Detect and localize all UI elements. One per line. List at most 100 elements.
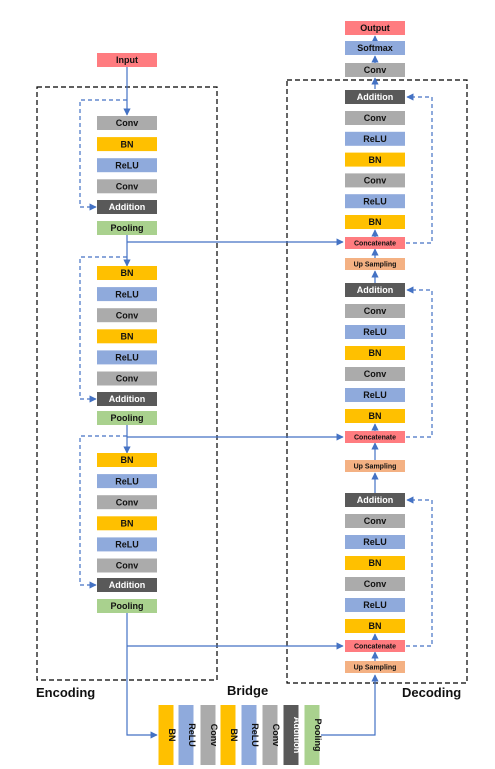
conv-label: Conv (209, 724, 219, 747)
conv-block: Conv (345, 173, 405, 188)
input-block: Input (97, 53, 157, 67)
pooling-block: Pooling (304, 705, 323, 765)
bn-block: BN (97, 329, 157, 344)
concatenate-label: Concatenate (354, 241, 396, 248)
relu-label: ReLU (363, 196, 387, 206)
relu-label: ReLU (363, 390, 387, 400)
bn-label: BN (369, 411, 382, 421)
blocks: Input Conv BN ReLU Conv Addition Pooling BN ReLU… (97, 21, 405, 765)
relu-label: ReLU (363, 327, 387, 337)
conv-label: Conv (116, 561, 139, 571)
relu-label: ReLU (187, 723, 197, 747)
relu-block: ReLU (97, 287, 157, 302)
bn-block: BN (345, 556, 405, 570)
addition-label: Addition (292, 717, 302, 754)
up-sampling-block: Up Sampling (345, 258, 405, 270)
relu-block: ReLU (345, 131, 405, 146)
conv-label: Conv (364, 65, 387, 75)
relu-label: ReLU (250, 723, 260, 747)
encoding-skip-1 (79, 256, 127, 403)
conv-block: Conv (97, 495, 157, 510)
bn-block: BN (97, 266, 157, 280)
relu-block: ReLU (345, 388, 405, 402)
addition-block: Addition (97, 578, 157, 592)
addition-block: Addition (345, 283, 405, 297)
addition-label: Addition (357, 92, 394, 102)
bn-label: BN (121, 139, 134, 149)
conv-label: Conv (364, 369, 387, 379)
pooling-label: Pooling (111, 413, 144, 423)
conv-label: Conv (116, 374, 139, 384)
up-sampling-label: Up Sampling (354, 464, 397, 471)
conv-label: Conv (116, 182, 139, 192)
concatenate-block: Concatenate (345, 237, 405, 249)
connectors (79, 35, 433, 739)
bn-label: BN (121, 455, 134, 465)
encoding-skip-2 (79, 435, 127, 589)
relu-block: ReLU (178, 705, 197, 765)
addition-block: Addition (283, 705, 302, 765)
bn-block: BN (97, 137, 157, 152)
relu-block: ReLU (97, 537, 157, 552)
pooling-block: Pooling (97, 221, 157, 235)
addition-block: Addition (345, 90, 405, 104)
pooling-block: Pooling (97, 411, 157, 425)
conv-label: Conv (116, 118, 139, 128)
up-sampling-block: Up Sampling (345, 661, 405, 673)
concatenate-block: Concatenate (345, 431, 405, 443)
decoding-frame (286, 79, 468, 684)
relu-label: ReLU (115, 476, 139, 486)
input-label: Input (116, 55, 138, 65)
relu-label: ReLU (115, 540, 139, 550)
concatenate-label: Concatenate (354, 435, 396, 442)
conv-label: Conv (271, 724, 281, 747)
decoding-label: Decoding (402, 685, 461, 700)
bn-block: BN (345, 215, 405, 229)
conv-label: Conv (364, 176, 387, 186)
conv-block: Conv (345, 111, 405, 125)
conv-block: Conv (345, 577, 405, 591)
addition-label: Addition (357, 495, 394, 505)
bn-label: BN (369, 558, 382, 568)
decoding-skip-0 (406, 93, 433, 244)
conv-block: Conv (200, 705, 219, 765)
relu-block: ReLU (345, 535, 405, 549)
to-bridge-arrow (126, 613, 158, 739)
relu-block: ReLU (345, 325, 405, 339)
relu-block: ReLU (345, 598, 405, 612)
bn-block: BN (97, 453, 157, 467)
encoding-label: Encoding (36, 685, 95, 700)
conv-label: Conv (116, 497, 139, 507)
relu-label: ReLU (115, 289, 139, 299)
bn-block: BN (345, 409, 405, 423)
up-sampling-label: Up Sampling (354, 262, 397, 269)
conv-block: Conv (345, 367, 405, 381)
bn-block: BN (345, 619, 405, 633)
addition-block: Addition (345, 493, 405, 507)
decoding-skip-2 (406, 496, 433, 647)
bn-label: BN (369, 621, 382, 631)
bn-block: BN (220, 705, 239, 765)
encoding-skip-0 (79, 99, 127, 211)
bn-label: BN (167, 729, 177, 742)
bridge-label: Bridge (227, 683, 268, 698)
concatenate-block: Concatenate (345, 640, 405, 652)
output-label: Output (360, 23, 390, 33)
relu-label: ReLU (115, 160, 139, 170)
bn-label: BN (121, 332, 134, 342)
relu-block: ReLU (97, 350, 157, 365)
relu-block: ReLU (97, 158, 157, 173)
output-block: Output (345, 21, 405, 35)
bn-block: BN (345, 152, 405, 167)
conv-label: Conv (364, 516, 387, 526)
bn-label: BN (369, 348, 382, 358)
concatenate-label: Concatenate (354, 644, 396, 651)
bn-label: BN (229, 729, 239, 742)
conv-label: Conv (364, 579, 387, 589)
relu-label: ReLU (115, 353, 139, 363)
bn-block: BN (158, 705, 177, 765)
relu-label: ReLU (363, 600, 387, 610)
section-labels: Encoding Bridge Decoding (36, 683, 461, 700)
conv-block: Conv (345, 63, 405, 77)
relu-block: ReLU (345, 194, 405, 209)
